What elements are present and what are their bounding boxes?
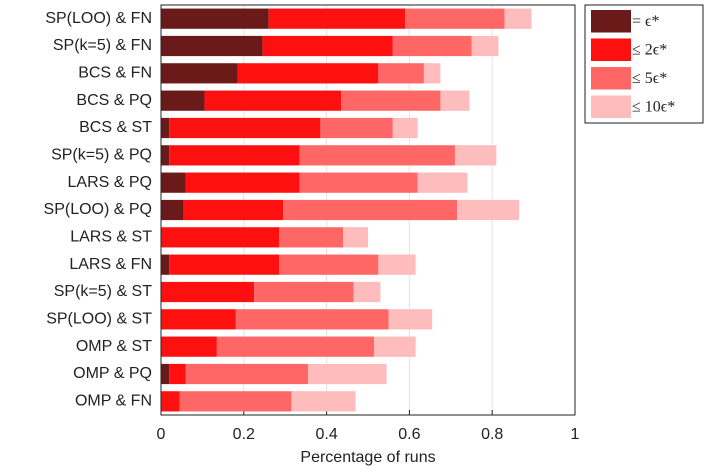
bar-segment xyxy=(237,63,379,84)
y-tick-label: BCS & PQ xyxy=(76,92,152,109)
y-tick-label: SP(k=5) & FN xyxy=(53,37,152,54)
bar-segment xyxy=(254,281,354,303)
bar-segment xyxy=(283,199,458,221)
y-tick-label: SP(LOO) & FN xyxy=(45,10,152,27)
bar-segment xyxy=(161,35,263,57)
bar-segment xyxy=(417,172,468,193)
bar-segment xyxy=(161,145,170,166)
x-tick-label: 0 xyxy=(157,426,166,443)
bar-segment xyxy=(161,90,205,111)
bar-segment xyxy=(291,391,356,412)
bar-segment xyxy=(204,90,342,111)
bar-segment xyxy=(392,35,472,57)
bar-segment xyxy=(161,172,186,193)
bar-segment xyxy=(299,145,455,166)
bar-segment xyxy=(374,336,416,357)
y-tick-label: LARS & ST xyxy=(70,229,152,246)
bar-segment xyxy=(440,90,470,111)
bar-segment xyxy=(341,90,441,111)
bar-segment xyxy=(405,8,505,29)
bar-segment xyxy=(169,117,321,139)
x-tick-label: 0.2 xyxy=(233,426,255,443)
legend-swatch xyxy=(591,10,631,33)
x-tick-label: 0.8 xyxy=(481,426,503,443)
x-tick-label: 0.6 xyxy=(398,426,420,443)
legend-swatch xyxy=(591,67,631,90)
bar-segment xyxy=(378,63,424,84)
bar-segment xyxy=(457,199,520,221)
x-tick-label: 0.4 xyxy=(315,426,337,443)
bar-segment xyxy=(161,8,269,29)
bar-segment xyxy=(161,63,238,84)
bar-segment xyxy=(161,309,236,330)
y-tick-label: SP(k=5) & PQ xyxy=(51,147,152,164)
bar-segment xyxy=(278,254,379,275)
bar-segment xyxy=(183,199,284,221)
bar-segment xyxy=(262,35,393,57)
y-tick-label: LARS & FN xyxy=(69,256,152,273)
bar-segment xyxy=(161,363,170,385)
x-axis-label: Percentage of runs xyxy=(300,449,435,466)
legend-swatch xyxy=(591,38,631,61)
bar-segment xyxy=(179,391,292,412)
bar-segment xyxy=(388,309,433,330)
y-tick-label: LARS & PQ xyxy=(68,174,152,191)
bar-segment xyxy=(268,8,406,29)
bar-segment xyxy=(278,227,344,248)
bar-segment xyxy=(471,35,499,57)
bar-segment xyxy=(161,336,217,357)
bar-segment xyxy=(423,63,441,84)
bar-segment xyxy=(169,254,279,275)
y-tick-label: OMP & FN xyxy=(75,393,152,410)
bar-segment xyxy=(454,145,497,166)
bar-segment xyxy=(161,391,180,412)
legend-label: ≤ 10ϵ* xyxy=(632,98,675,115)
y-tick-label: BCS & ST xyxy=(79,119,152,136)
bar-segment xyxy=(307,363,387,385)
bar-segment xyxy=(343,227,368,248)
bar-segment xyxy=(161,227,279,248)
bar-segment xyxy=(169,363,186,385)
bar-segment xyxy=(161,199,184,221)
bar-segment xyxy=(299,172,418,193)
y-tick-label: SP(k=5) & ST xyxy=(54,283,152,300)
bar-segment xyxy=(320,117,393,139)
bar-segment xyxy=(161,254,170,275)
y-tick-label: SP(LOO) & PQ xyxy=(44,201,152,218)
legend-label: ≤ 5ϵ* xyxy=(632,70,667,87)
bar-segment xyxy=(216,336,375,357)
y-tick-label: OMP & PQ xyxy=(73,365,152,382)
bar-segment xyxy=(161,117,170,139)
bar-segment xyxy=(353,281,381,303)
bar-segment xyxy=(185,363,308,385)
bar-segment xyxy=(161,281,255,303)
bar-segment xyxy=(169,145,300,166)
bar-segment xyxy=(504,8,532,29)
legend-label: ≤ 2ϵ* xyxy=(632,41,667,58)
bar-segment xyxy=(235,309,389,330)
y-tick-label: BCS & FN xyxy=(78,65,152,82)
y-tick-label: OMP & ST xyxy=(76,338,152,355)
y-tick-label: SP(LOO) & ST xyxy=(46,311,152,328)
bar-segment xyxy=(378,254,416,275)
plot-frame xyxy=(160,4,576,416)
bar-segment xyxy=(392,117,418,139)
legend-swatch xyxy=(591,95,631,118)
bar-segment xyxy=(185,172,300,193)
x-tick-label: 1 xyxy=(571,426,580,443)
legend-label: = ϵ* xyxy=(632,13,660,30)
